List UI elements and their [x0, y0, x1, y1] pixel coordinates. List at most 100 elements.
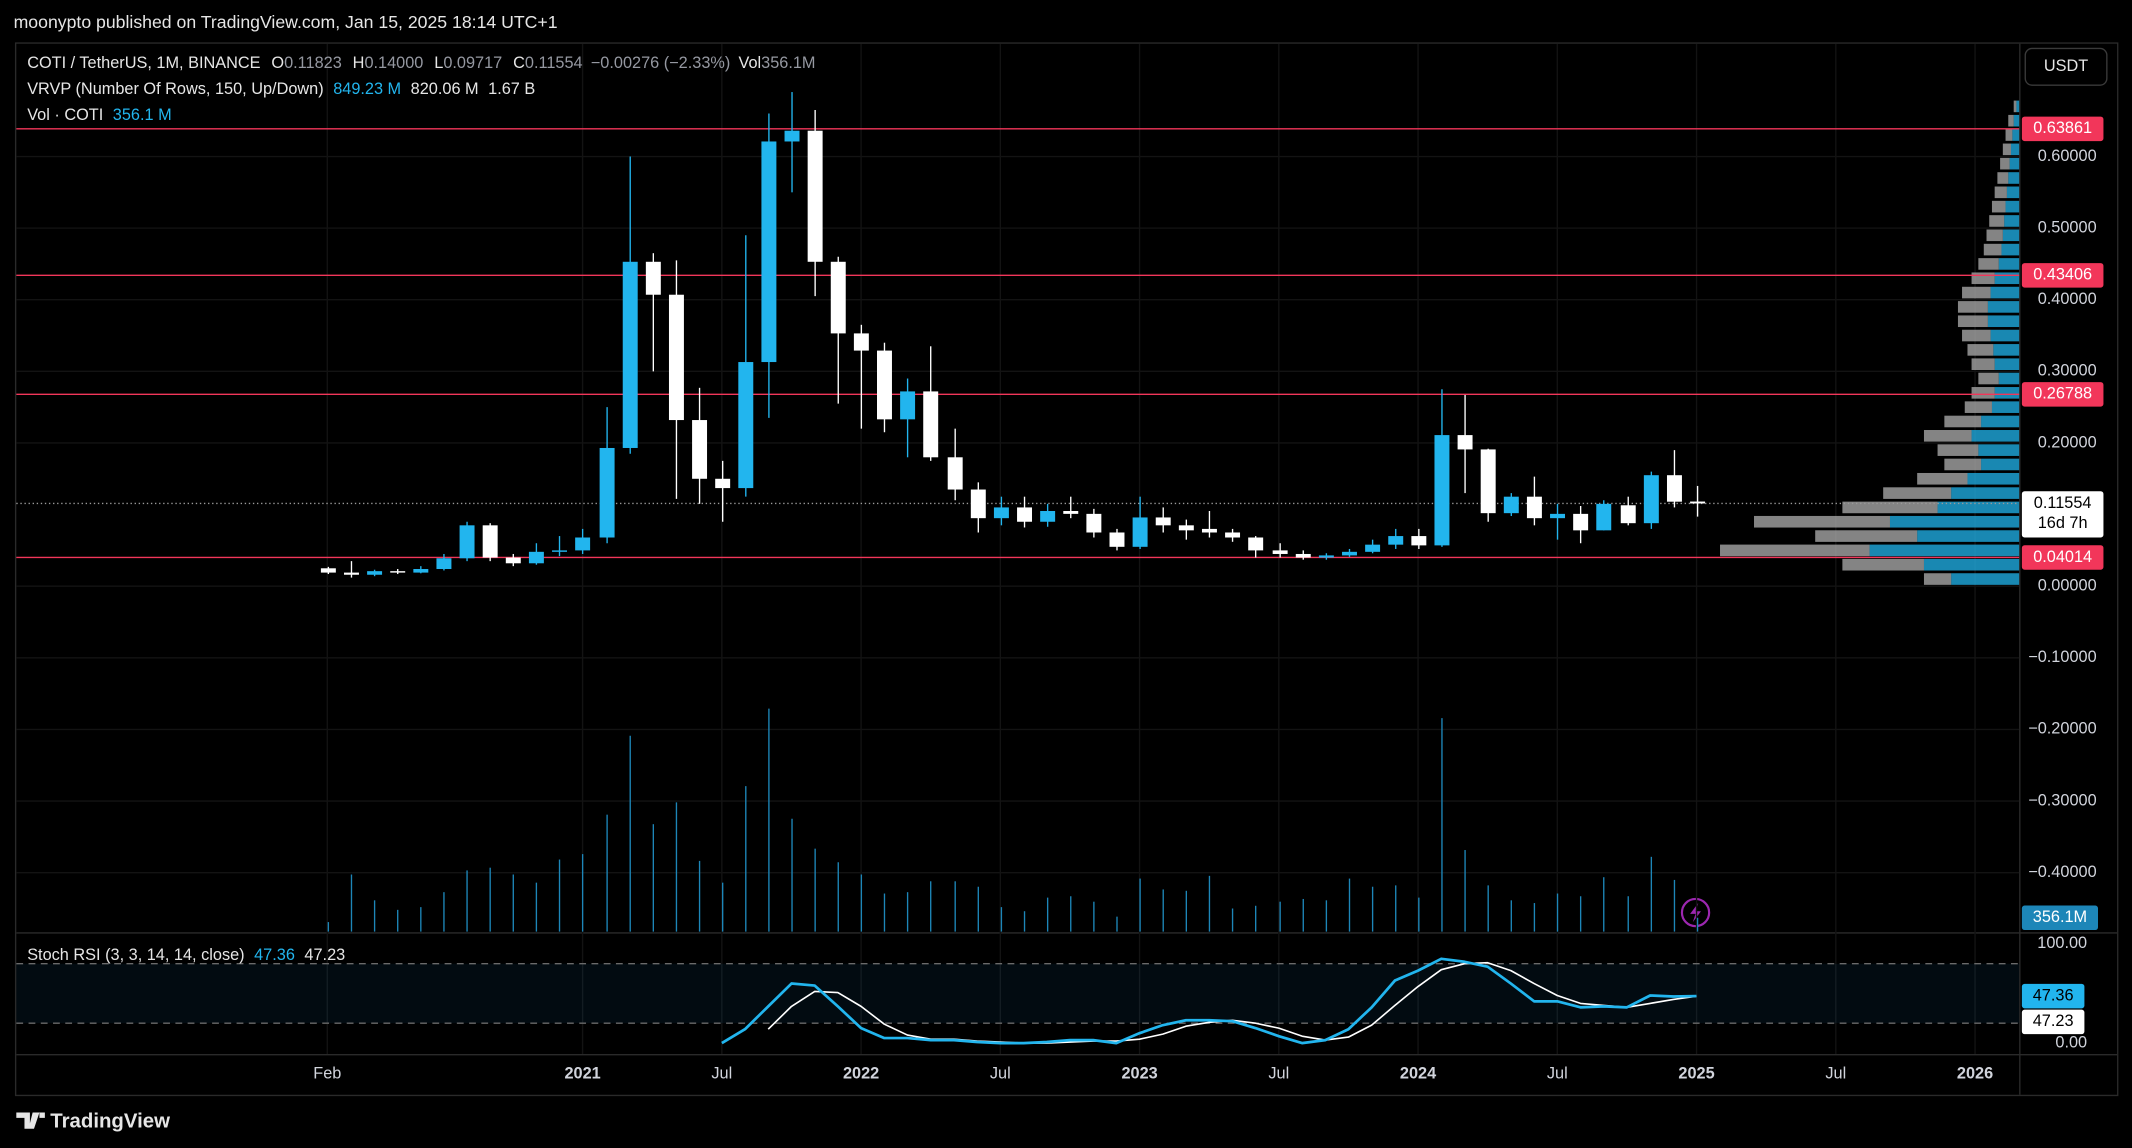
alert-circle[interactable] [1680, 897, 1711, 928]
candle-body [1063, 511, 1079, 514]
volume-tag-label: 356.1M [2033, 908, 2087, 926]
level-tag [2021, 263, 2104, 288]
candle-body [1248, 537, 1264, 551]
vol-value: 356.1M [761, 54, 815, 72]
profile-up [2016, 100, 2020, 113]
profile-up [1971, 430, 2020, 442]
profile-up [2008, 172, 2020, 184]
x-tick-label: Feb [313, 1065, 341, 1083]
x-tick-label: Jul [1825, 1065, 1846, 1083]
footer-logo [16, 1112, 45, 1129]
vrvp-value: 820.06 M [411, 80, 479, 98]
stoch-rsi [16, 957, 2020, 1045]
stoch-legend: Stoch RSI (3, 3, 14, 14, close) 47.36 47.2… [27, 946, 345, 964]
stoch-k-value: 47.36 [254, 946, 295, 964]
y-tick-label: −0.30000 [2028, 791, 2096, 809]
profile-down [2013, 100, 2017, 113]
profile-down [1842, 558, 1924, 571]
x-tick-label: 2021 [564, 1065, 600, 1083]
vrvp-legend: VRVP (Number Of Rows, 150, Up/Down) 849.2… [27, 80, 535, 98]
profile-up [2012, 129, 2020, 141]
profile-down [1883, 487, 1952, 499]
profile-down [1815, 530, 1918, 542]
profile-up [2001, 243, 2020, 256]
candle-body [1620, 505, 1636, 524]
currency-button[interactable] [2024, 47, 2108, 86]
stoch-tick-label: 100.00 [2037, 934, 2087, 952]
y-tick-label: −0.40000 [2028, 863, 2096, 881]
vrvp-value: 1.67 B [488, 80, 535, 98]
candle-body [413, 569, 429, 573]
candle-body [1365, 544, 1381, 552]
level-tag [2021, 116, 2104, 142]
candle-body [923, 391, 939, 458]
ohlc-key: H [353, 54, 365, 72]
profile-down [1971, 358, 1995, 370]
profile-up [1981, 415, 2020, 428]
ohlc-value: 0.11823 [284, 54, 342, 72]
legends: COTI / TetherUS, 1M, BINANCE O0.11823 H0.1… [27, 54, 815, 964]
profile-down [1923, 573, 1952, 585]
profile-down [2008, 114, 2014, 127]
candle-body [552, 550, 567, 552]
candle-body [390, 571, 406, 573]
candle-body [668, 294, 684, 421]
candle-body [1573, 513, 1589, 531]
profile-down [1754, 515, 1890, 528]
x-tick-label: Jul [990, 1065, 1011, 1083]
profile-down [1997, 172, 2009, 184]
candle-body [1503, 496, 1519, 514]
x-tick-label: 2022 [843, 1065, 879, 1083]
candle-body [1132, 517, 1148, 547]
ohlc-value: 0.09717 [443, 54, 502, 72]
candle-body [1411, 536, 1427, 546]
candle-body [1342, 551, 1357, 556]
currency[interactable]: USDT [2044, 57, 2088, 75]
profile-down [2000, 157, 2010, 170]
profile-down [1962, 286, 1991, 299]
ohlc-key: C [513, 54, 525, 72]
profile-down [1964, 401, 1992, 413]
profile-up [2006, 186, 2020, 199]
profile-up [1923, 558, 2020, 571]
profile-down [1994, 186, 2007, 199]
stoch-k-tag-label: 47.36 [2033, 986, 2074, 1004]
candle-body [367, 571, 383, 575]
last-price-label: 0.11554 [2034, 494, 2092, 512]
profile-down [1957, 315, 1988, 328]
alert-icon[interactable] [1680, 897, 1711, 928]
profile-down [1944, 415, 1982, 428]
candle-body [1434, 435, 1450, 546]
candle-body [459, 525, 475, 559]
x-tick-label: 2025 [1678, 1065, 1714, 1083]
profile-down [1978, 258, 1999, 270]
candle-body [877, 350, 892, 420]
vrvp-name: VRVP (Number Of Rows, 150, Up/Down) [27, 80, 323, 98]
profile-up [1869, 544, 2020, 557]
profile-up [1991, 401, 2020, 413]
profile-down [1720, 544, 1870, 557]
stoch-name: Stoch RSI (3, 3, 14, 14, close) [27, 946, 244, 964]
profile-down [1917, 472, 1968, 485]
vol-name: Vol · COTI [27, 106, 103, 124]
y-tick-label: 0.30000 [2038, 362, 2097, 380]
candle-body [344, 572, 359, 575]
vol-key: Vol [738, 54, 761, 72]
profile-down [1991, 200, 2006, 213]
profile-down [1986, 229, 2003, 242]
profile-up [1967, 472, 2020, 485]
y-tick-label: 0.40000 [2038, 290, 2097, 308]
levels [16, 128, 2020, 559]
candle-body [1040, 511, 1056, 522]
profile-down [1944, 458, 1982, 471]
level-tag-label: 0.63861 [2033, 119, 2092, 137]
candle-body [320, 568, 336, 573]
candle-body [1690, 501, 1706, 504]
stoch-d-tag-label: 47.23 [2033, 1012, 2074, 1030]
alert-bolt[interactable] [1690, 903, 1701, 923]
profile-down [1842, 501, 1938, 514]
candle-body [830, 261, 846, 334]
x-tick-label: Jul [1547, 1065, 1568, 1083]
